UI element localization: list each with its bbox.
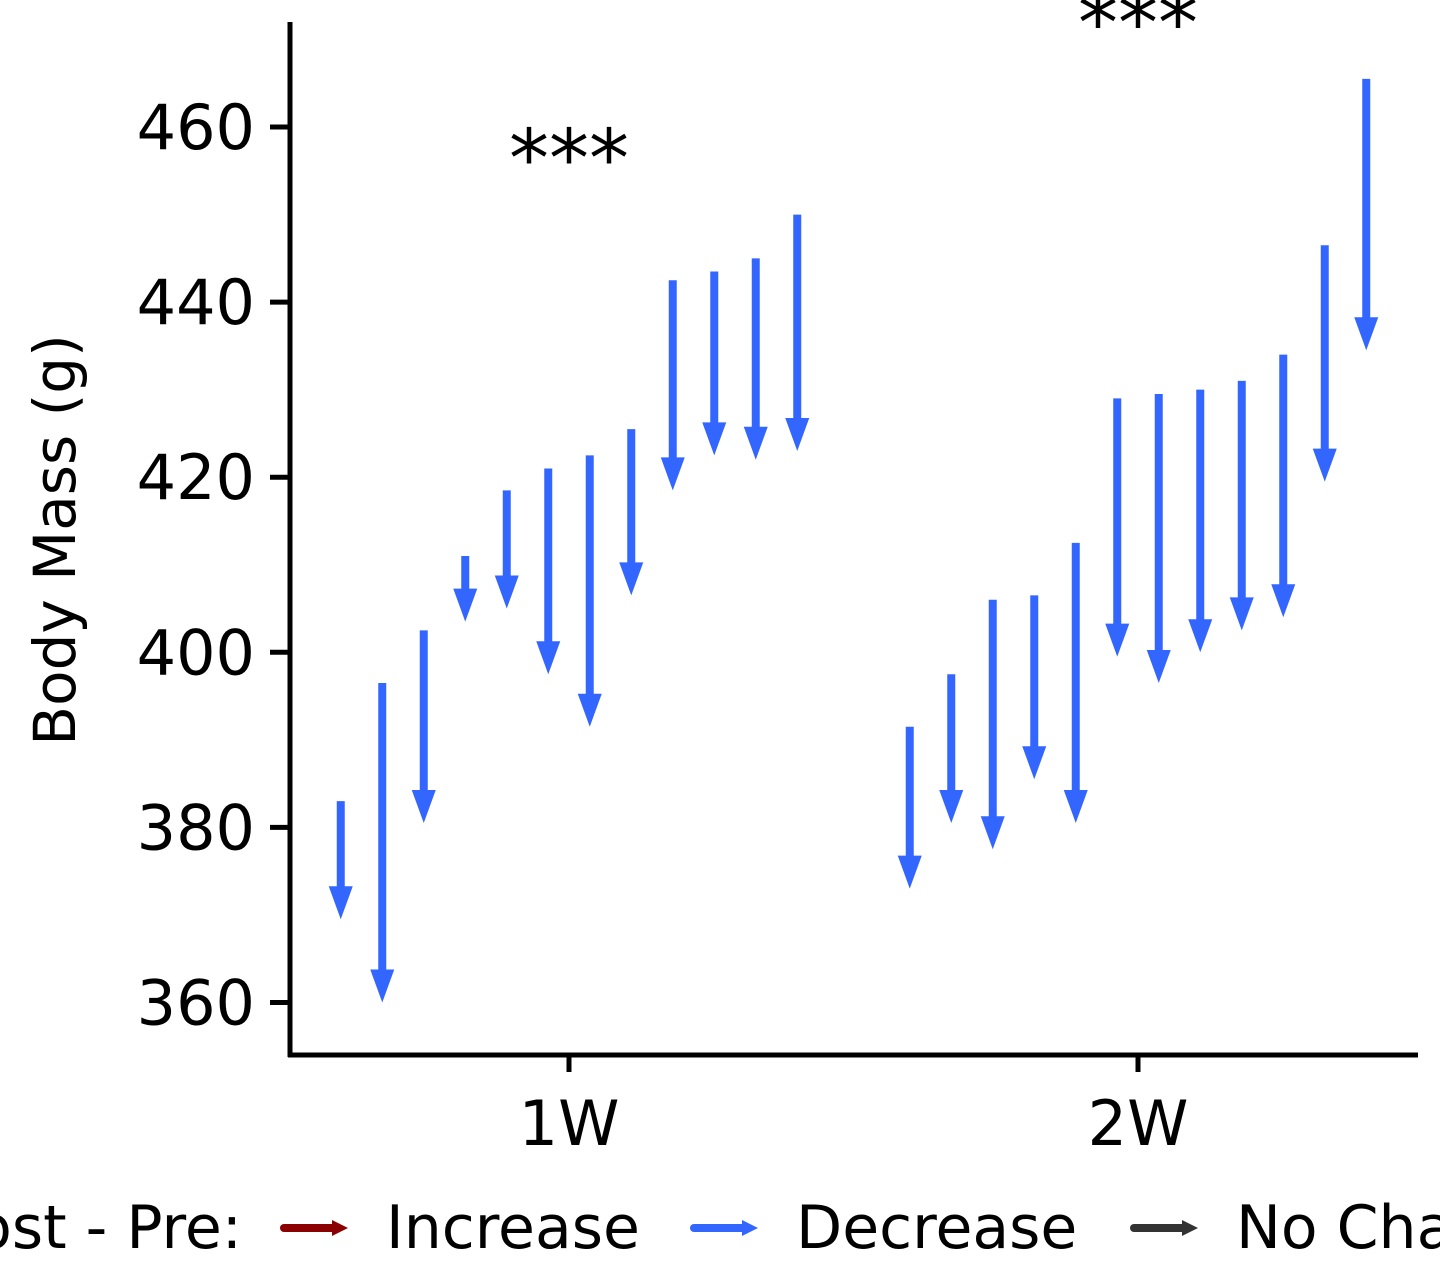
change-arrow (1105, 398, 1130, 657)
change-arrow (660, 280, 685, 491)
change-arrow (1271, 354, 1296, 618)
change-arrow (939, 674, 964, 824)
change-arrow (1312, 245, 1337, 482)
legend-title: Post - Pre: (0, 1193, 242, 1263)
change-arrow (1063, 542, 1088, 824)
legend-key (1130, 1220, 1198, 1236)
change-arrow (1146, 394, 1171, 683)
change-arrow (1354, 78, 1379, 351)
change-arrow (897, 726, 922, 889)
x-tick-label: 1W (519, 1087, 620, 1160)
arrows-layer (328, 78, 1379, 1003)
legend-key (280, 1220, 348, 1236)
change-arrow (411, 630, 436, 824)
change-arrow (536, 468, 561, 675)
change-arrow (370, 682, 395, 1003)
change-arrow (1188, 389, 1213, 653)
legend-label: Decrease (796, 1193, 1077, 1263)
x-tick-label: 2W (1088, 1087, 1189, 1160)
change-arrow (702, 271, 727, 456)
legend: Post - Pre: Increase Decrease No Change (0, 1193, 1440, 1263)
change-arrow (453, 556, 478, 622)
y-tick-label: 380 (137, 791, 255, 864)
change-arrow (1229, 380, 1254, 631)
y-tick-label: 440 (137, 266, 255, 339)
change-arrow (494, 490, 519, 609)
axes-layer (287, 22, 1418, 1058)
significance-labels: *** *** (509, 0, 1198, 206)
y-axis-title: Body Mass (g) (21, 334, 89, 745)
change-arrow (980, 599, 1005, 850)
change-arrow (1022, 595, 1047, 780)
x-ticks: 1W 2W (519, 1055, 1189, 1160)
change-arrow (743, 258, 768, 460)
y-ticks: 360 380 400 420 440 460 (137, 91, 290, 1039)
y-tick-label: 420 (137, 441, 255, 514)
significance-label: *** (1078, 0, 1198, 70)
change-arrow (785, 214, 810, 451)
change-arrow (577, 455, 602, 727)
legend-label: No Change (1236, 1193, 1440, 1263)
change-arrow (619, 429, 644, 596)
change-arrow (328, 801, 353, 920)
significance-label: *** (509, 113, 629, 206)
y-tick-label: 360 (137, 966, 255, 1039)
legend-key (690, 1220, 758, 1236)
y-tick-label: 400 (137, 616, 255, 689)
y-tick-label: 460 (137, 91, 255, 164)
legend-label: Increase (386, 1193, 640, 1263)
